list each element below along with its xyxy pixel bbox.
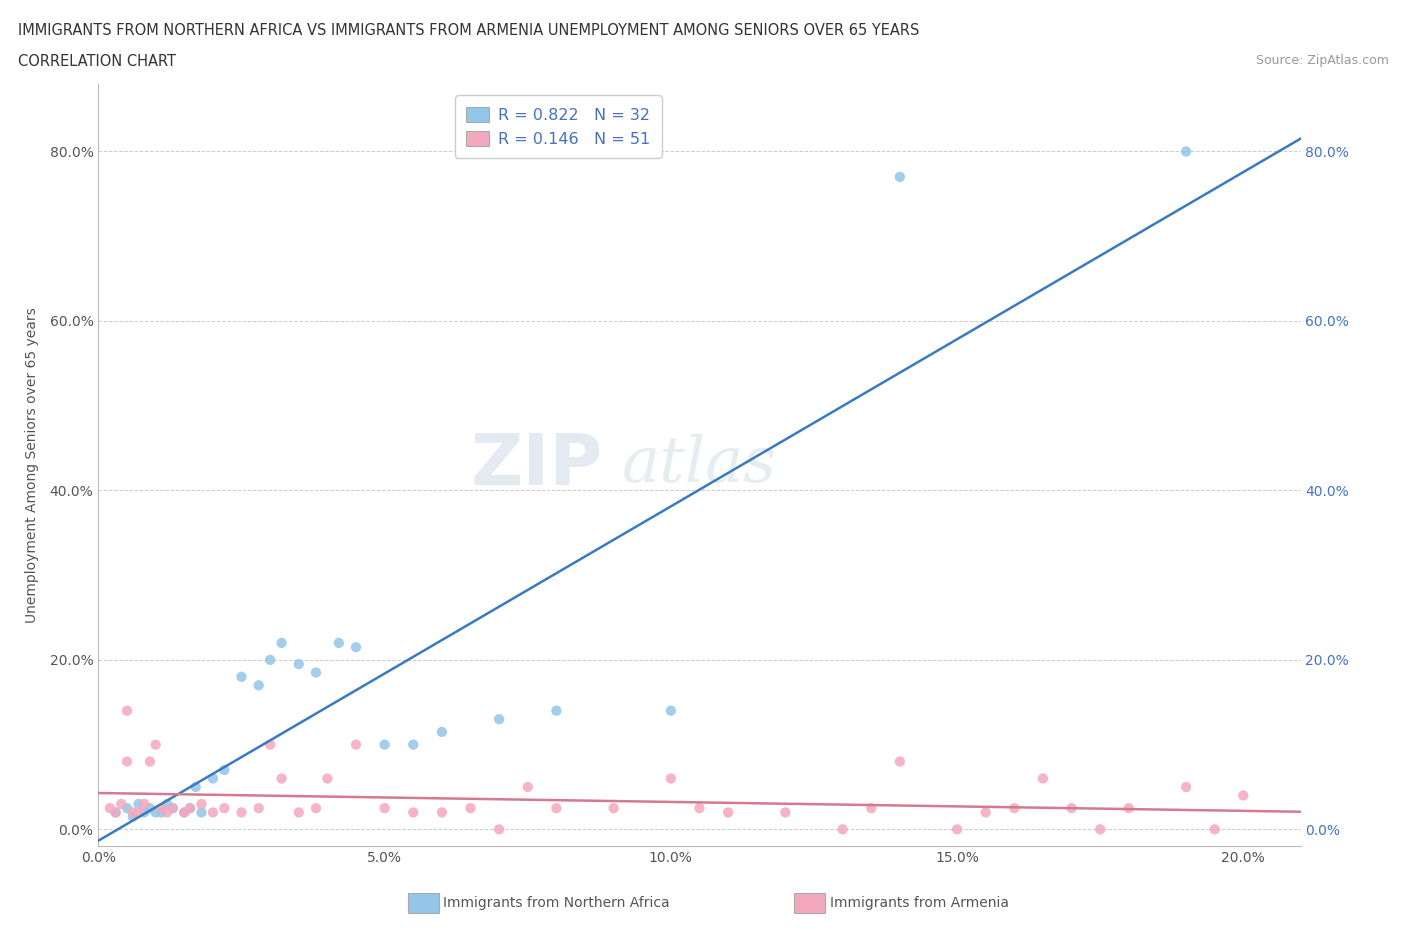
Point bbox=[270, 635, 292, 650]
Text: Immigrants from Northern Africa: Immigrants from Northern Africa bbox=[443, 896, 669, 910]
Point bbox=[98, 801, 121, 816]
Point bbox=[1204, 822, 1226, 837]
Text: IMMIGRANTS FROM NORTHERN AFRICA VS IMMIGRANTS FROM ARMENIA UNEMPLOYMENT AMONG SE: IMMIGRANTS FROM NORTHERN AFRICA VS IMMIG… bbox=[18, 23, 920, 38]
Point bbox=[214, 801, 236, 816]
Text: ZIP: ZIP bbox=[471, 431, 603, 499]
Point bbox=[259, 653, 281, 668]
Point bbox=[305, 801, 328, 816]
Point bbox=[860, 801, 883, 816]
Point bbox=[139, 754, 162, 769]
Point bbox=[173, 805, 195, 820]
Point bbox=[974, 805, 997, 820]
Point bbox=[190, 805, 212, 820]
Point bbox=[1088, 822, 1111, 837]
Point bbox=[430, 724, 453, 739]
Point bbox=[889, 169, 911, 184]
Point bbox=[134, 805, 156, 820]
Point bbox=[488, 822, 510, 837]
Point bbox=[1175, 144, 1198, 159]
Point bbox=[139, 801, 162, 816]
Point bbox=[201, 805, 224, 820]
Point bbox=[115, 703, 138, 718]
Point bbox=[156, 796, 179, 811]
Point bbox=[190, 796, 212, 811]
Point bbox=[402, 737, 425, 752]
Point bbox=[115, 754, 138, 769]
Point bbox=[145, 805, 167, 820]
Point bbox=[1060, 801, 1083, 816]
Point bbox=[430, 805, 453, 820]
Text: Immigrants from Armenia: Immigrants from Armenia bbox=[830, 896, 1008, 910]
Point bbox=[775, 805, 797, 820]
Point bbox=[344, 737, 367, 752]
Point bbox=[134, 796, 156, 811]
Point bbox=[689, 801, 711, 816]
Point bbox=[460, 801, 482, 816]
Point bbox=[1175, 779, 1198, 794]
Point bbox=[374, 737, 396, 752]
Point bbox=[231, 670, 253, 684]
Point bbox=[214, 763, 236, 777]
Point bbox=[128, 805, 150, 820]
Point bbox=[305, 665, 328, 680]
Point bbox=[889, 754, 911, 769]
Point bbox=[1032, 771, 1054, 786]
Text: atlas: atlas bbox=[621, 434, 776, 496]
Point bbox=[516, 779, 538, 794]
Point bbox=[659, 703, 682, 718]
Point bbox=[121, 809, 143, 824]
Point bbox=[546, 801, 568, 816]
Point bbox=[184, 779, 207, 794]
Point bbox=[121, 805, 143, 820]
Point bbox=[546, 703, 568, 718]
Point bbox=[288, 805, 311, 820]
Point bbox=[145, 737, 167, 752]
Point bbox=[270, 771, 292, 786]
Point bbox=[831, 822, 853, 837]
Point bbox=[247, 678, 270, 693]
Point bbox=[201, 771, 224, 786]
Point bbox=[1232, 788, 1254, 803]
Point bbox=[156, 805, 179, 820]
Point bbox=[316, 771, 339, 786]
Point bbox=[247, 801, 270, 816]
Point bbox=[288, 657, 311, 671]
Point bbox=[259, 737, 281, 752]
Y-axis label: Unemployment Among Seniors over 65 years: Unemployment Among Seniors over 65 years bbox=[24, 307, 38, 623]
Point bbox=[128, 796, 150, 811]
Point bbox=[328, 635, 350, 650]
Point bbox=[179, 801, 201, 816]
Point bbox=[231, 805, 253, 820]
Point bbox=[659, 771, 682, 786]
Point bbox=[162, 801, 184, 816]
Point bbox=[488, 711, 510, 726]
Point bbox=[104, 805, 127, 820]
Text: Source: ZipAtlas.com: Source: ZipAtlas.com bbox=[1256, 54, 1389, 67]
Text: CORRELATION CHART: CORRELATION CHART bbox=[18, 54, 176, 69]
Point bbox=[110, 796, 132, 811]
Point bbox=[173, 805, 195, 820]
Point bbox=[104, 805, 127, 820]
Point bbox=[162, 801, 184, 816]
Point bbox=[1002, 801, 1025, 816]
Point bbox=[946, 822, 969, 837]
Point bbox=[402, 805, 425, 820]
Point bbox=[150, 805, 173, 820]
Point bbox=[1118, 801, 1140, 816]
Point bbox=[374, 801, 396, 816]
Point bbox=[179, 801, 201, 816]
Point bbox=[150, 801, 173, 816]
Legend: R = 0.822   N = 32, R = 0.146   N = 51: R = 0.822 N = 32, R = 0.146 N = 51 bbox=[456, 96, 662, 158]
Point bbox=[344, 640, 367, 655]
Point bbox=[717, 805, 740, 820]
Point bbox=[602, 801, 624, 816]
Point bbox=[115, 801, 138, 816]
